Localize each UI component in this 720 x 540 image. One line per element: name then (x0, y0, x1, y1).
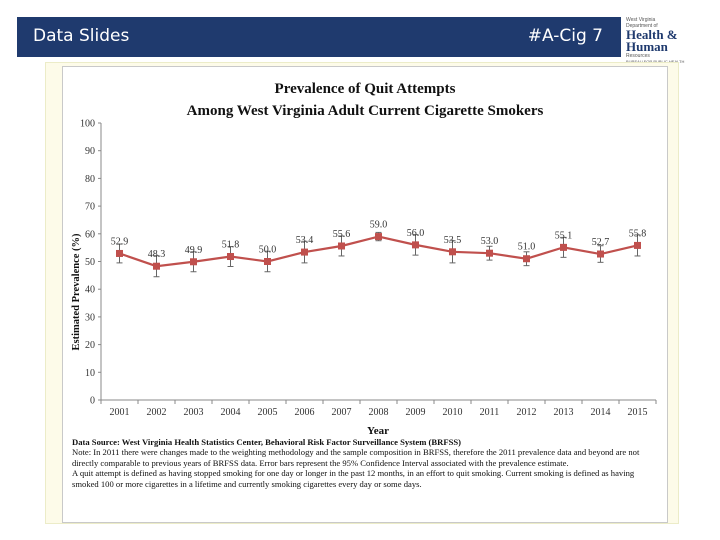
x-tick-label: 2009 (406, 407, 426, 418)
data-label: 55.8 (629, 228, 647, 239)
x-tick-label: 2006 (295, 407, 315, 418)
x-tick-label: 2005 (258, 407, 278, 418)
x-tick-label: 2015 (628, 407, 648, 418)
y-tick-label: 10 (85, 368, 95, 379)
header-title: Data Slides (33, 26, 130, 46)
chart-container: Prevalence of Quit Attempts Among West V… (62, 66, 668, 523)
data-point (190, 258, 197, 266)
data-point (449, 248, 456, 256)
x-tick-label: 2004 (221, 407, 241, 418)
x-tick-label: 2008 (369, 407, 389, 418)
data-label: 53.4 (296, 235, 314, 246)
x-tick-label: 2012 (517, 407, 537, 418)
data-label: 51.0 (518, 242, 536, 253)
data-label: 53.0 (481, 236, 499, 247)
data-label: 56.0 (407, 228, 425, 239)
y-tick-label: 80 (85, 174, 95, 185)
data-point (338, 242, 345, 250)
logo-line-health: Health & (626, 27, 678, 42)
x-tick-label: 2010 (443, 407, 463, 418)
data-label: 50.0 (259, 245, 277, 256)
y-tick-label: 90 (85, 146, 95, 157)
y-axis-label: Estimated Prevalence (%) (71, 233, 82, 351)
dhhr-logo: West Virginia Department of Health & Hum… (626, 17, 700, 64)
data-label: 49.9 (185, 245, 203, 256)
data-point (375, 233, 382, 241)
x-tick-label: 2003 (184, 407, 204, 418)
x-tick-label: 2014 (591, 407, 611, 418)
definition-note: A quit attempt is defined as having stop… (72, 468, 635, 489)
y-tick-label: 0 (90, 396, 95, 407)
header-banner: Data Slides #A-Cig 7 (17, 17, 621, 57)
data-point (523, 255, 530, 263)
slide-number: #A-Cig 7 (527, 26, 603, 46)
data-point (634, 241, 641, 249)
data-label: 48.3 (148, 249, 166, 260)
data-label: 53.5 (444, 235, 462, 246)
x-tick-label: 2002 (147, 407, 167, 418)
data-point (116, 249, 123, 257)
data-point (227, 253, 234, 261)
logo-line-state: West Virginia (626, 17, 656, 23)
y-tick-label: 60 (85, 229, 95, 240)
y-tick-label: 30 (85, 312, 95, 323)
chart-svg: Prevalence of Quit Attempts Among West V… (71, 81, 657, 437)
data-label: 52.9 (111, 236, 129, 247)
x-tick-label: 2011 (480, 407, 500, 418)
x-tick-label: 2013 (554, 407, 574, 418)
data-point (264, 258, 271, 265)
data-label: 55.6 (333, 229, 351, 240)
x-tick-label: 2001 (110, 407, 130, 418)
x-axis-label: Year (367, 425, 389, 437)
data-label: 59.0 (370, 220, 388, 231)
data-point (597, 250, 604, 258)
y-tick-label: 20 (85, 340, 95, 351)
logo-line-resources: Resources (626, 53, 650, 59)
data-label: 55.1 (555, 230, 573, 241)
y-tick-label: 50 (85, 257, 95, 268)
y-tick-label: 100 (80, 119, 95, 130)
logo-line-bureau: BUREAU FOR PUBLIC HEALTH (626, 59, 700, 64)
data-point (486, 249, 493, 257)
data-label: 51.8 (222, 240, 240, 251)
data-point (301, 248, 308, 256)
chart-title-line2: Among West Virginia Adult Current Cigare… (187, 103, 544, 119)
methodology-note: Note: In 2011 there were changes made to… (72, 447, 640, 468)
chart-title-line1: Prevalence of Quit Attempts (275, 81, 456, 97)
data-point (560, 243, 567, 251)
data-label: 52.7 (592, 237, 610, 248)
logo-line-dept: Department of (626, 23, 658, 29)
data-source-note: Data Source: West Virginia Health Statis… (72, 437, 462, 447)
y-tick-label: 40 (85, 285, 95, 296)
data-point (412, 241, 419, 249)
logo-line-human: Human (626, 39, 668, 54)
y-tick-label: 70 (85, 202, 95, 213)
chart-notes: Data Source: West Virginia Health Statis… (72, 437, 662, 489)
x-tick-label: 2007 (332, 407, 352, 418)
data-point (153, 262, 160, 270)
